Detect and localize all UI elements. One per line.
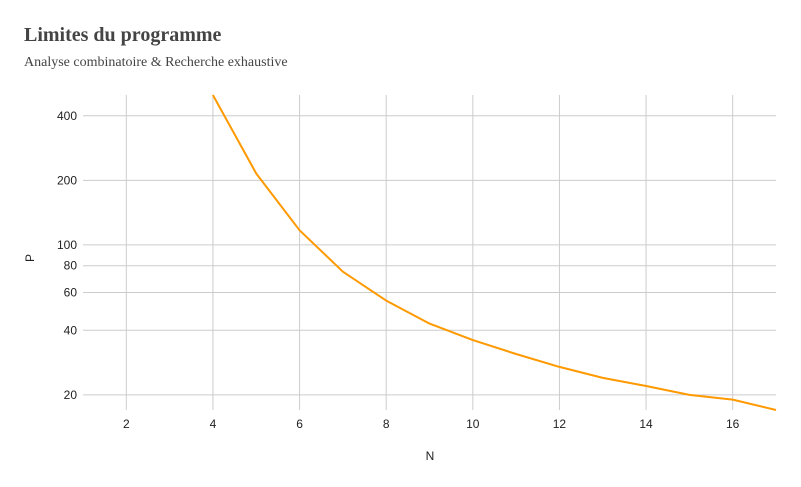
data-point [515,353,517,355]
series-layer [212,94,777,411]
y-gridlines [83,115,776,396]
data-point [732,399,734,401]
x-tick-label: 10 [466,417,480,431]
x-tick-label: 14 [639,417,653,431]
data-point [212,94,214,96]
x-gridlines [125,95,734,410]
data-point [775,409,777,411]
y-tick-label: 40 [64,323,78,337]
y-tick-label: 100 [57,238,77,252]
x-axis-label: N [426,449,435,463]
data-point [472,339,474,341]
data-point [602,377,604,379]
data-point [255,173,257,175]
x-tick-label: 2 [123,417,130,431]
y-tick-label: 200 [57,173,77,187]
series-line [212,94,777,411]
data-point [645,385,647,387]
data-point [558,366,560,368]
data-point [688,394,690,396]
y-tick-label: 400 [57,109,77,123]
x-tick-label: 8 [383,417,390,431]
x-tick-label: 16 [726,417,740,431]
data-point [429,323,431,325]
x-tick-label: 4 [210,417,217,431]
chart-subtitle: Analyse combinatoire & Recherche exhaust… [24,55,288,70]
y-axis-label: P [23,254,37,262]
y-tick-label: 20 [64,388,78,402]
chart-title: Limites du programme [24,24,222,46]
data-point [342,271,344,273]
x-tick-label: 12 [553,417,567,431]
y-tick-label: 60 [64,286,78,300]
data-point [299,229,301,231]
x-tick-labels: 2 4 6 8 10 12 14 16 [123,417,740,431]
x-tick-label: 6 [296,417,303,431]
y-tick-labels: 20 40 60 80 100 200 400 [57,109,77,402]
data-point [385,300,387,302]
y-tick-label: 80 [64,259,78,273]
